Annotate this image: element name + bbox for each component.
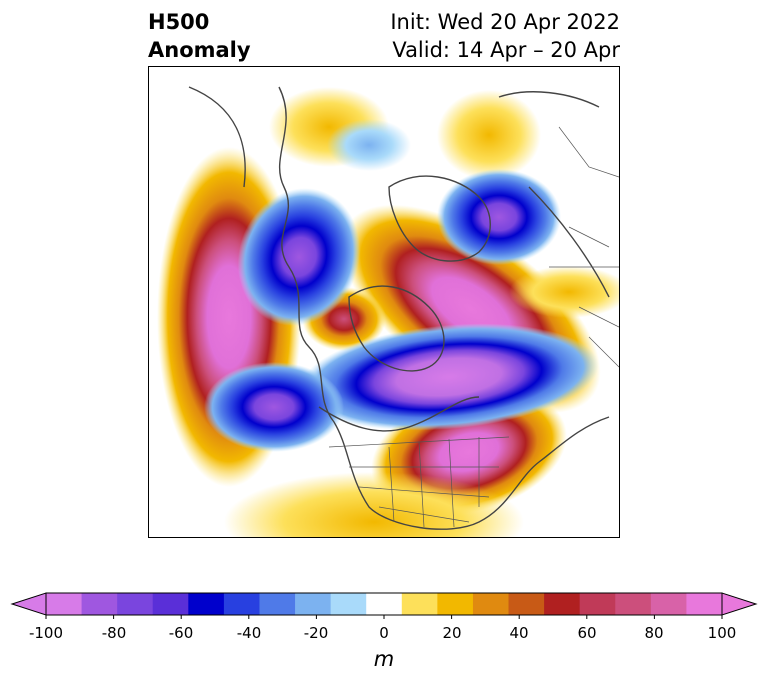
tick-label: -80 (101, 624, 127, 642)
colorbar-segment (188, 593, 225, 615)
tick-label: -20 (303, 624, 329, 642)
tick-label: 0 (379, 624, 389, 642)
colorbar-segment (330, 593, 367, 615)
colorbar-segment (366, 593, 403, 615)
map-title: H500 Anomaly (148, 8, 251, 64)
south-ridge (224, 472, 524, 537)
colorbar-unit: m (373, 647, 395, 671)
tick-label: 80 (644, 624, 664, 642)
init-time: Init: Wed 20 Apr 2022 (390, 10, 620, 34)
colorbar-segment (686, 593, 723, 615)
atlantic-ridge (509, 266, 619, 318)
colorbar-segment (508, 593, 545, 615)
colorbar-segment (223, 593, 260, 615)
tick-label: -60 (168, 624, 194, 642)
anomaly-map-svg (157, 86, 619, 537)
coastlines (188, 86, 610, 530)
colorbar-segment (615, 593, 652, 615)
alaska-trough (237, 188, 361, 326)
colorbar-extend-low (10, 592, 47, 616)
colorbar-segment (152, 593, 189, 615)
colorbar-segment (46, 593, 83, 615)
colorbar-extend-high (721, 592, 758, 616)
tick-label: 20 (442, 624, 462, 642)
tick-label: -100 (28, 624, 64, 642)
colorbar-segment (579, 593, 616, 615)
colorbar-segment (472, 593, 510, 615)
colorbar-segment (259, 593, 296, 615)
tick-label: -40 (236, 624, 262, 642)
tick-label: 60 (577, 624, 597, 642)
title-variable: H500 (148, 10, 210, 34)
siberia-ridge (437, 90, 541, 180)
pacific-trough (204, 362, 344, 452)
tick-label: 40 (509, 624, 529, 642)
colorbar-segment (650, 593, 687, 615)
political-borders (328, 126, 619, 528)
tick-label: 100 (707, 624, 737, 642)
colorbar-segment (437, 593, 474, 615)
scandinavia-trough (437, 169, 561, 265)
map-time-info: Init: Wed 20 Apr 2022 Valid: 14 Apr – 20… (390, 8, 620, 64)
title-anomaly: Anomaly (148, 38, 251, 62)
colorbar (10, 592, 758, 619)
colorbar-segment (81, 593, 118, 615)
colorbar-segment (401, 593, 438, 615)
anomaly-map (148, 66, 620, 538)
colorbar-segment (295, 593, 332, 615)
colorbar-segment (117, 593, 154, 615)
valid-time: Valid: 14 Apr – 20 Apr (392, 38, 620, 62)
north-trough (327, 119, 411, 171)
colorbar-segment (544, 593, 581, 615)
polar-trough (299, 323, 599, 431)
